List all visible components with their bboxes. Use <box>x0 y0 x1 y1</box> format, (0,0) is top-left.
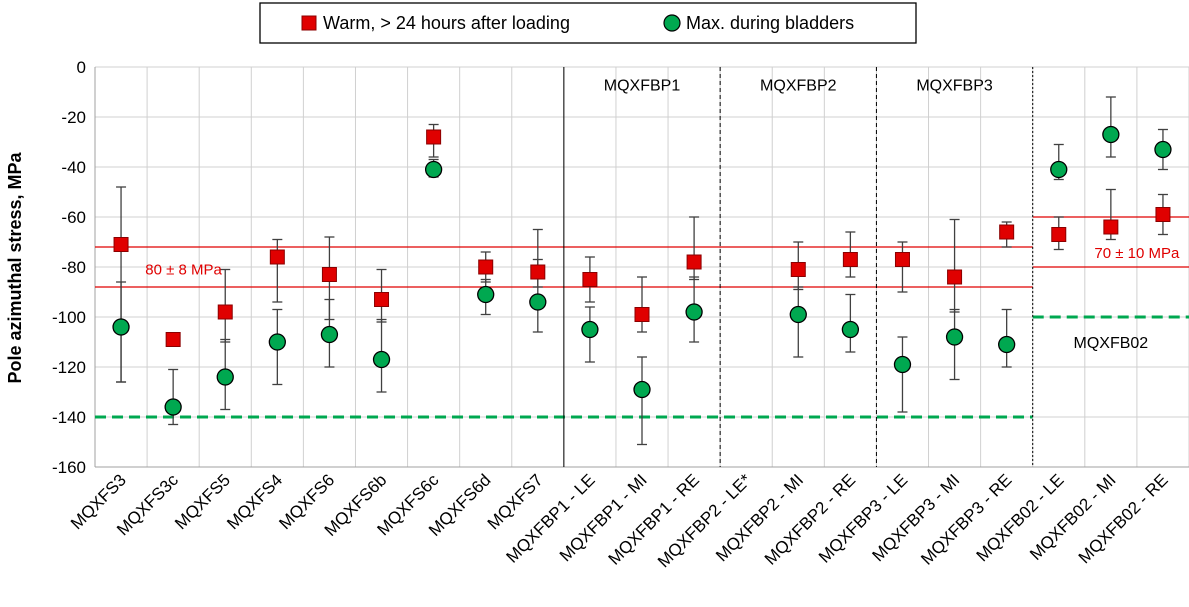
x-category-labels: MQXFS3MQXFS3cMQXFS5MQXFS4MQXFS6MQXFS6bMQ… <box>67 470 1172 571</box>
y-tick-label: -60 <box>61 208 86 227</box>
band-annotation: 70 ± 10 MPa <box>1094 245 1180 262</box>
y-tick-label: -80 <box>61 258 86 277</box>
group-dividers <box>563 67 1034 467</box>
group-annotation: MQXFBP1 <box>604 78 681 95</box>
marker-max <box>372 350 391 369</box>
marker-max <box>477 285 495 304</box>
x-category-label: MQXFS4 <box>223 470 286 533</box>
x-category-label: MQXFBP1 - LE <box>502 470 598 566</box>
marker-warm <box>894 252 910 267</box>
group-annotation: MQXFB02 <box>1074 335 1149 352</box>
marker-warm <box>947 269 963 285</box>
marker-warm <box>269 249 285 265</box>
marker-max <box>685 303 703 321</box>
group-annotation: MQXFBP2 <box>760 78 837 95</box>
marker-max <box>320 325 339 344</box>
marker-max <box>164 398 182 416</box>
marker-warm <box>478 259 494 275</box>
marker-max <box>424 160 443 179</box>
x-category-label: MQXFBP3 - LE <box>815 470 911 566</box>
marker-max <box>893 355 912 374</box>
marker-warm <box>113 237 129 252</box>
legend-label-warm: Warm, > 24 hours after loading <box>323 13 570 33</box>
marker-max <box>633 380 651 399</box>
marker-max <box>841 320 860 339</box>
legend-marker-warm <box>301 15 317 31</box>
marker-warm <box>842 252 858 267</box>
marker-warm <box>1155 207 1171 222</box>
legend: Warm, > 24 hours after loading Max. duri… <box>259 2 917 44</box>
marker-max <box>1154 140 1172 159</box>
x-category-label: MQXFB02 - RE <box>1075 470 1172 567</box>
marker-max <box>789 305 807 324</box>
legend-box <box>259 2 917 44</box>
marker-warm <box>321 267 337 282</box>
group-annotation: MQXFBP3 <box>916 78 993 95</box>
marker-warm <box>999 224 1015 240</box>
marker-max <box>998 335 1016 354</box>
legend-label-max: Max. during bladders <box>686 13 854 33</box>
y-tick-label: -120 <box>52 358 86 377</box>
y-tick-labels: 0 -20 -40 -60 -80 -100 -120 -140 -160 <box>52 58 86 477</box>
x-category-label: MQXFBP3 - RE <box>917 470 1015 568</box>
y-tick-label: -160 <box>52 458 86 477</box>
marker-warm <box>790 262 806 277</box>
marker-warm <box>1051 227 1067 242</box>
marker-max <box>1102 125 1120 144</box>
marker-max <box>1050 160 1068 179</box>
band-annotation: 80 ± 8 MPa <box>145 261 222 278</box>
x-category-label: MQXFS5 <box>171 470 234 533</box>
marker-warm <box>165 332 181 347</box>
data-markers <box>112 125 1172 416</box>
y-tick-label: -20 <box>61 108 86 127</box>
marker-warm <box>530 264 546 280</box>
marker-warm <box>686 254 702 270</box>
marker-max <box>945 328 964 346</box>
marker-max <box>529 293 547 311</box>
marker-max <box>268 333 286 351</box>
x-category-label: MQXFBP2 - RE <box>761 470 859 568</box>
marker-max <box>216 368 234 386</box>
annotations: MQXFBP1 MQXFBP2 MQXFBP3 MQXFB02 80 ± 8 MPa 70… <box>145 78 1180 353</box>
marker-warm <box>426 129 442 145</box>
y-tick-label: -40 <box>61 158 86 177</box>
y-tick-label: -100 <box>52 308 86 327</box>
y-tick-label: -140 <box>52 408 86 427</box>
y-axis-title: Pole azimuthal stress, MPa <box>5 151 25 383</box>
x-category-label: MQXFBP2 - LE* <box>654 470 755 571</box>
marker-warm <box>217 304 233 320</box>
marker-max <box>581 320 599 339</box>
x-category-label: MQXFBP1 - RE <box>605 470 703 568</box>
y-tick-label: 0 <box>77 58 86 77</box>
marker-warm <box>1103 219 1119 235</box>
marker-max <box>112 318 130 336</box>
marker-warm <box>582 272 598 287</box>
marker-warm <box>374 292 390 307</box>
marker-warm <box>634 307 650 322</box>
legend-marker-max <box>663 14 681 32</box>
